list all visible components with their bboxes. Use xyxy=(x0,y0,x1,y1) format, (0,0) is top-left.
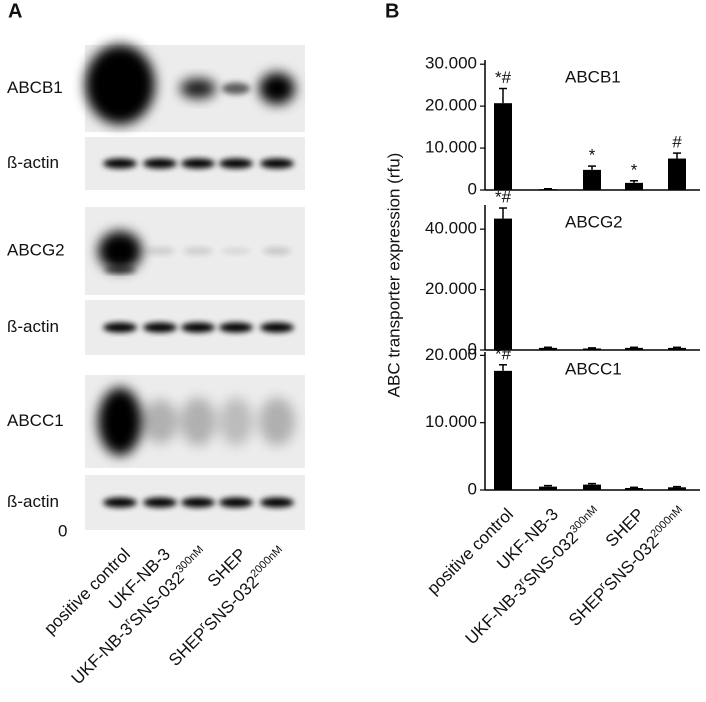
band xyxy=(142,399,178,444)
band xyxy=(219,158,253,169)
annotation: *# xyxy=(495,188,512,207)
bar xyxy=(668,347,686,350)
bar xyxy=(583,348,601,350)
band xyxy=(85,44,155,125)
bar xyxy=(539,486,557,490)
blot-label: ABCB1 xyxy=(7,78,63,97)
band xyxy=(180,397,216,446)
panel-label: A xyxy=(8,0,22,22)
band xyxy=(263,247,291,255)
superscript: r xyxy=(197,620,208,631)
chart-label: ABCC1 xyxy=(565,359,622,378)
y-tick-label: 10.000 xyxy=(425,138,477,157)
superscript: r xyxy=(516,576,527,587)
band xyxy=(143,158,177,169)
bar xyxy=(494,370,512,490)
band xyxy=(181,497,215,508)
y-tick-label: 40.000 xyxy=(425,219,477,238)
band xyxy=(259,397,295,446)
blot-label: ABCG2 xyxy=(7,240,65,259)
blot-label: ß-actin xyxy=(7,317,59,336)
annotation: * xyxy=(589,146,596,165)
superscript: 300nM xyxy=(568,503,600,535)
chart-label: ABCG2 xyxy=(565,212,623,231)
blot-label: ß-actin xyxy=(7,153,59,172)
bar xyxy=(583,169,601,190)
band xyxy=(103,158,137,169)
superscript: 2000nM xyxy=(248,543,285,580)
band xyxy=(260,497,294,508)
band xyxy=(259,72,295,105)
panel-label: B xyxy=(385,0,399,22)
band xyxy=(145,247,175,255)
band xyxy=(181,158,215,169)
annotation: # xyxy=(672,133,682,152)
band xyxy=(180,78,216,99)
y-tick-label: 0 xyxy=(468,479,477,498)
band xyxy=(103,497,137,508)
bar xyxy=(625,487,643,490)
band xyxy=(219,322,253,333)
bar xyxy=(583,484,601,490)
bar xyxy=(539,189,557,190)
bar xyxy=(625,182,643,190)
bar xyxy=(625,347,643,350)
superscript: r xyxy=(597,580,608,591)
y-tick-label: 10.000 xyxy=(425,412,477,431)
bar xyxy=(539,347,557,350)
y-tick-label: 20.000 xyxy=(425,279,477,298)
band xyxy=(143,322,177,333)
band xyxy=(219,397,253,446)
label-part: UKF-NB-3 xyxy=(68,620,137,689)
y-tick-label: 30.000 xyxy=(425,54,477,73)
y-tick-label: 20.000 xyxy=(425,345,477,364)
chart-label: ABCB1 xyxy=(565,67,621,86)
band xyxy=(260,322,294,333)
bar xyxy=(668,487,686,490)
y-tick-label: 0 xyxy=(468,179,477,198)
bar xyxy=(494,103,512,190)
band xyxy=(222,248,250,254)
band xyxy=(219,497,253,508)
superscript: 300nM xyxy=(174,543,206,575)
bar xyxy=(494,218,512,350)
y-tick-label: 0 xyxy=(468,339,477,358)
bar xyxy=(668,158,686,190)
band xyxy=(98,387,142,456)
band xyxy=(143,497,177,508)
annotation: *# xyxy=(495,68,512,87)
superscript: 2000nM xyxy=(648,503,685,540)
band xyxy=(260,158,294,169)
band xyxy=(183,247,213,255)
band xyxy=(103,322,137,333)
band xyxy=(98,231,142,271)
stray-label: 0 xyxy=(58,521,67,540)
band xyxy=(104,267,136,273)
label-part: UKF-NB-3 xyxy=(462,580,531,649)
annotation: *# xyxy=(495,344,512,363)
band xyxy=(222,82,250,95)
band xyxy=(181,322,215,333)
superscript: r xyxy=(122,616,133,627)
blot-label: ß-actin xyxy=(7,492,59,511)
y-tick-label: 20.000 xyxy=(425,96,477,115)
annotation: * xyxy=(631,160,638,179)
blot-label: ABCC1 xyxy=(7,411,64,430)
blots: ABCB1 ß-actin ABCG2 ß-actin ABCC1 ß-actin xyxy=(7,44,305,530)
y-axis-label: ABC transporter expression (rfu) xyxy=(384,153,403,398)
